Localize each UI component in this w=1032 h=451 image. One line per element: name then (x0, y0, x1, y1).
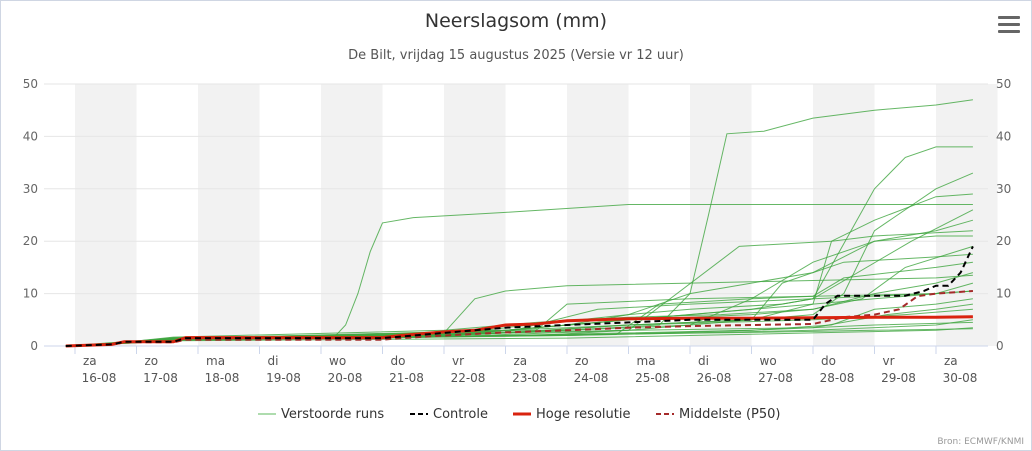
hamburger-menu-icon[interactable] (998, 16, 1020, 36)
legend-label: Verstoorde runs (281, 407, 384, 422)
legend-item[interactable]: Verstoorde runs (258, 407, 384, 422)
legend-label: Controle (433, 407, 488, 422)
legend: Verstoorde runs Controle Hoge resolutie Mid… (258, 407, 780, 422)
legend-item[interactable]: Middelste (P50) (656, 407, 780, 422)
legend-label: Middelste (P50) (679, 407, 780, 422)
chart-title: Neerslagsom (mm) (424, 10, 608, 32)
legend-item[interactable]: Controle (410, 407, 488, 422)
legend-label: Hoge resolutie (536, 407, 630, 422)
credit-text: Bron: ECMWF/KNMI (937, 437, 1024, 447)
chart-subtitle: De Bilt, vrijdag 15 augustus 2025 (Versi… (348, 48, 684, 63)
legend-item[interactable]: Hoge resolutie (513, 407, 630, 422)
